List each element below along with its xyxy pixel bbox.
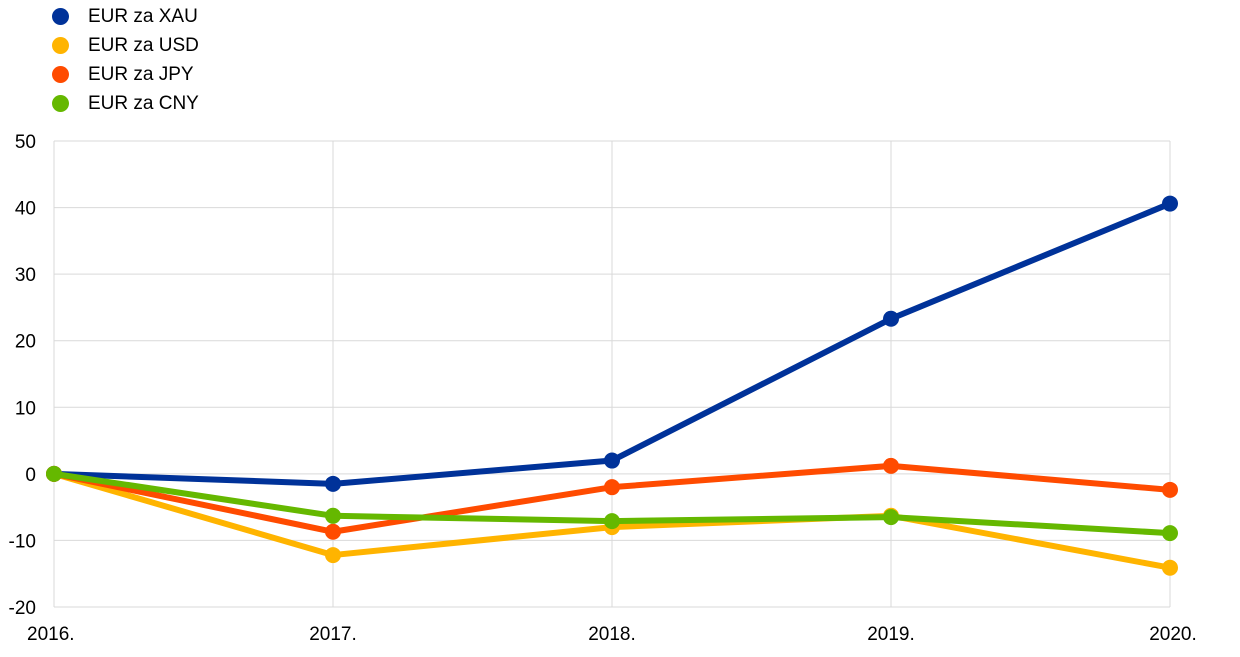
data-point (604, 513, 620, 530)
data-point (604, 479, 620, 496)
x-tick-label: 2017. (309, 624, 357, 645)
legend-label: EUR za JPY (88, 63, 194, 85)
y-tick-label: 40 (15, 199, 36, 220)
data-point (883, 310, 899, 327)
legend-marker-icon (52, 66, 69, 83)
data-point (1162, 195, 1178, 212)
legend-item-xau: EUR za XAU (52, 2, 199, 31)
data-point (1162, 559, 1178, 576)
legend-marker-icon (52, 95, 69, 112)
legend-item-cny: EUR za CNY (52, 89, 199, 118)
x-tick-label: 2018. (588, 624, 636, 645)
legend: EUR za XAU EUR za USD EUR za JPY EUR za … (52, 2, 199, 118)
x-tick-label: 2019. (867, 624, 915, 645)
legend-marker-icon (52, 8, 69, 25)
legend-label: EUR za CNY (88, 92, 199, 114)
data-point (325, 547, 341, 564)
y-tick-label: -20 (9, 598, 36, 619)
y-tick-label: 0 (25, 465, 36, 486)
legend-item-jpy: EUR za JPY (52, 60, 199, 89)
y-tick-label: 20 (15, 332, 36, 353)
y-tick-label: 30 (15, 265, 36, 286)
data-point (325, 507, 341, 524)
x-tick-label: 2020. (1149, 624, 1197, 645)
data-point (1162, 525, 1178, 542)
y-tick-label: -10 (9, 531, 36, 552)
y-tick-label: 10 (15, 398, 36, 419)
data-point (1162, 481, 1178, 498)
y-tick-label: 50 (15, 132, 36, 153)
legend-item-usd: EUR za USD (52, 31, 199, 60)
data-point (883, 457, 899, 474)
legend-label: EUR za XAU (88, 5, 198, 27)
x-tick-label: 2016. (27, 624, 75, 645)
legend-label: EUR za USD (88, 34, 199, 56)
data-point (604, 452, 620, 469)
legend-marker-icon (52, 37, 69, 54)
data-point (883, 509, 899, 526)
data-point (325, 475, 341, 492)
data-point (46, 465, 62, 482)
data-point (325, 523, 341, 540)
